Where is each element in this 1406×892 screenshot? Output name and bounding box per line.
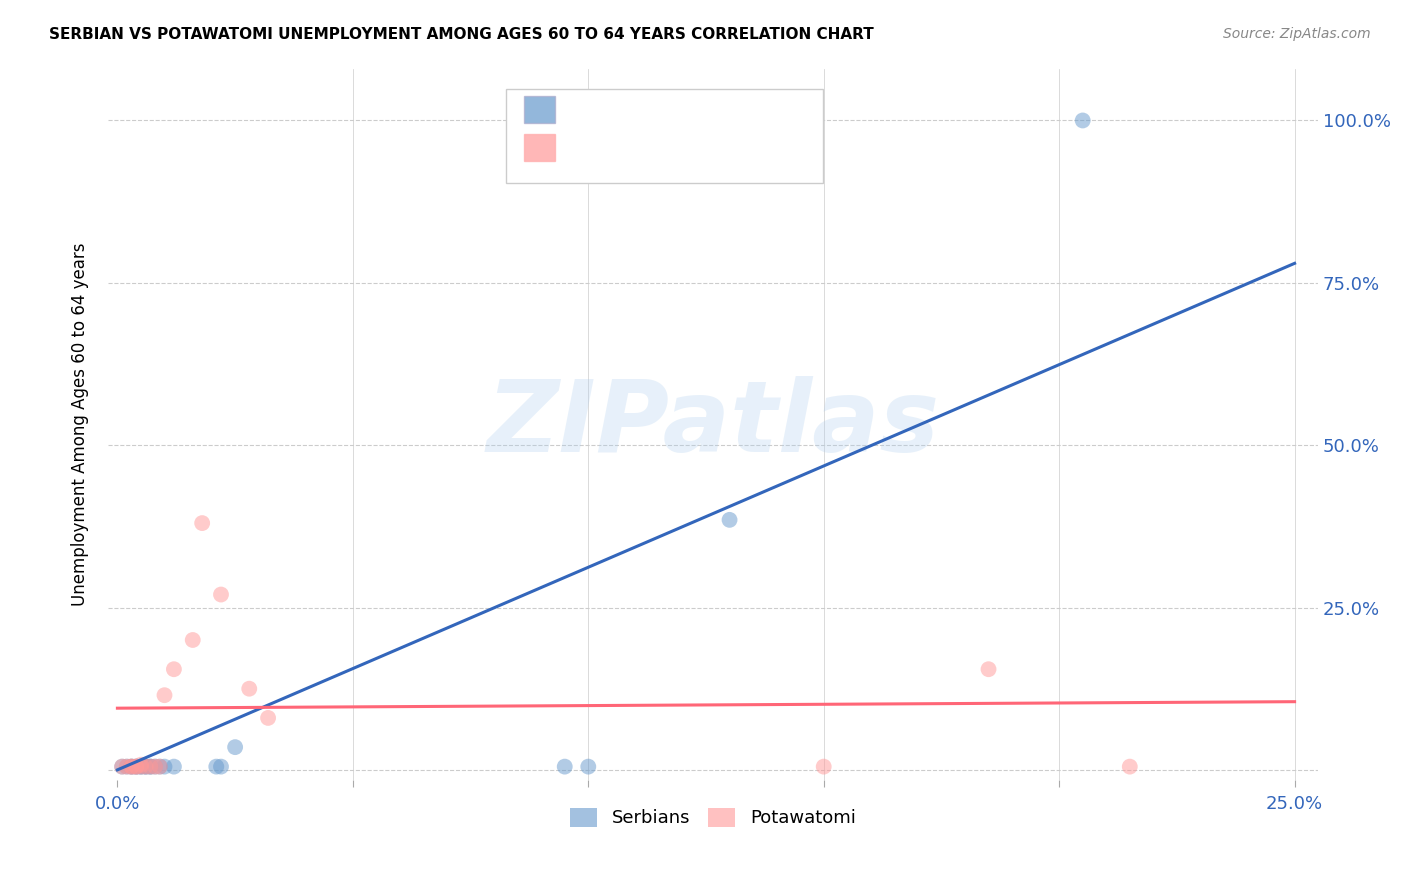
Point xyxy=(115,759,138,773)
Text: SERBIAN VS POTAWATOMI UNEMPLOYMENT AMONG AGES 60 TO 64 YEARS CORRELATION CHART: SERBIAN VS POTAWATOMI UNEMPLOYMENT AMONG… xyxy=(49,27,875,42)
Point xyxy=(718,513,741,527)
Point xyxy=(205,759,228,773)
Point xyxy=(121,759,143,773)
Text: ZIPatlas: ZIPatlas xyxy=(486,376,939,473)
Point xyxy=(129,759,152,773)
Point xyxy=(121,759,143,773)
Text: R = 0.018: R = 0.018 xyxy=(567,140,665,158)
Point xyxy=(153,688,176,702)
Point xyxy=(257,711,280,725)
Point xyxy=(139,759,162,773)
Point xyxy=(121,759,143,773)
Point xyxy=(135,759,157,773)
Point xyxy=(129,759,152,773)
Point xyxy=(163,662,186,676)
Point xyxy=(129,759,152,773)
Point xyxy=(125,759,148,773)
Point xyxy=(1071,113,1094,128)
Point xyxy=(111,759,134,773)
Point xyxy=(143,759,166,773)
Point xyxy=(115,759,138,773)
Point xyxy=(129,757,152,772)
Point xyxy=(135,759,157,773)
Text: Source: ZipAtlas.com: Source: ZipAtlas.com xyxy=(1223,27,1371,41)
Text: N = 23: N = 23 xyxy=(686,103,754,120)
Point xyxy=(977,662,1000,676)
Point xyxy=(209,759,232,773)
Point xyxy=(224,740,246,755)
Y-axis label: Unemployment Among Ages 60 to 64 years: Unemployment Among Ages 60 to 64 years xyxy=(72,243,89,606)
Point xyxy=(1119,759,1142,773)
Point xyxy=(125,759,148,773)
Point xyxy=(153,759,176,773)
Point xyxy=(554,759,576,773)
Legend: Serbians, Potawatomi: Serbians, Potawatomi xyxy=(562,801,863,835)
Point xyxy=(238,681,260,696)
Point xyxy=(163,759,186,773)
Point xyxy=(125,759,148,773)
Point xyxy=(209,588,232,602)
Point xyxy=(576,759,599,773)
Point xyxy=(191,516,214,530)
Point xyxy=(149,759,172,773)
Point xyxy=(125,759,148,773)
Point xyxy=(121,759,143,773)
Text: N = 22: N = 22 xyxy=(686,140,754,158)
Point xyxy=(111,759,134,773)
Point xyxy=(143,759,166,773)
Point xyxy=(181,632,204,647)
Text: R = 0.762: R = 0.762 xyxy=(567,103,665,120)
Point xyxy=(139,759,162,773)
Point xyxy=(135,759,157,773)
Point xyxy=(813,759,835,773)
Point xyxy=(139,759,162,773)
Point xyxy=(149,759,172,773)
